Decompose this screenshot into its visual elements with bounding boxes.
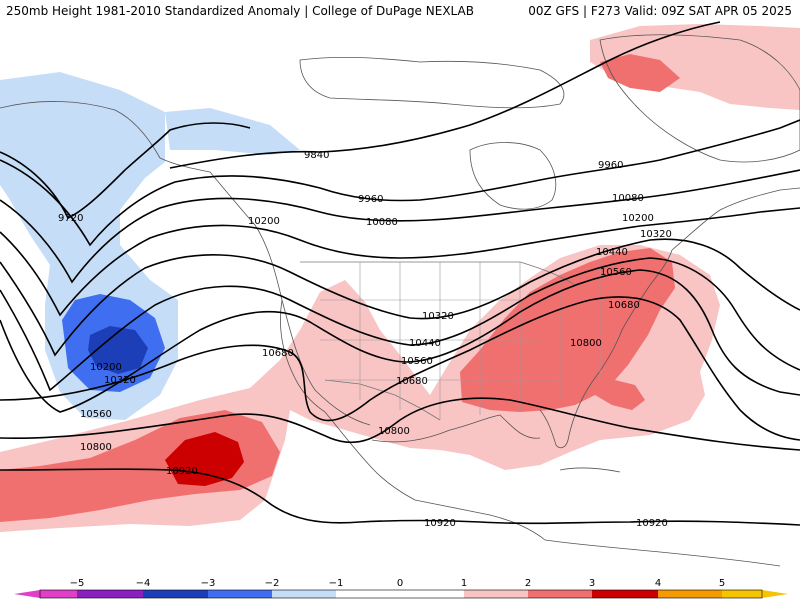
- contour-10800: [0, 397, 800, 451]
- colorbar-tick-pos5: 5: [719, 578, 725, 589]
- contour-9840: [169, 21, 721, 169]
- colorbar-seg-pos3: [592, 590, 658, 598]
- contour-10680: [0, 296, 800, 441]
- contour-label-10800-a: 10800: [570, 338, 602, 349]
- colorbar-tick-neg1: −1: [329, 578, 344, 589]
- hudson-bay: [469, 142, 557, 210]
- contour-label-10680-c: 10680: [262, 348, 294, 359]
- contour-label-10920-a: 10920: [166, 466, 198, 477]
- contour-10320: [0, 238, 800, 357]
- coast-west-us: [280, 299, 326, 413]
- model-run-info: 00Z GFS | F273 Valid: 09Z SAT APR 05 202…: [528, 4, 792, 18]
- contour-10440: [0, 257, 800, 392]
- contour-label-10560-c: 10560: [80, 409, 112, 420]
- map-header: 250mb Height 1981-2010 Standardized Anom…: [0, 0, 800, 22]
- contour-9720: [0, 122, 251, 220]
- contour-10080: [0, 169, 800, 284]
- colorbar-tick-pos4: 4: [655, 578, 661, 589]
- contour-label-10320-b: 10320: [422, 311, 454, 322]
- contour-label-9840: 9840: [304, 150, 329, 161]
- colorbar-seg-pos5: [722, 590, 762, 598]
- contour-label-9720: 9720: [58, 213, 83, 224]
- pos-anomaly-2-east: [460, 248, 675, 412]
- pos-anomaly-3-pacific: [165, 432, 244, 486]
- colorbar-seg-neg3: [143, 590, 208, 598]
- contour-label-10200-b: 10200: [622, 213, 654, 224]
- contour-label-10200-c: 10200: [90, 362, 122, 373]
- colorbar-tick-neg3: −3: [201, 578, 216, 589]
- colorbar-seg-neg5: [40, 590, 77, 598]
- arctic-islands: [299, 56, 565, 109]
- contour-label-9960-b: 9960: [598, 160, 623, 171]
- contour-10560: [0, 269, 800, 413]
- contour-label-10560-b: 10560: [401, 356, 433, 367]
- contour-label-10200-a: 10200: [248, 216, 280, 227]
- contour-label-10440-a: 10440: [596, 247, 628, 258]
- caribbean-cuba: [559, 467, 621, 473]
- colorbar-tick-neg5: −5: [70, 578, 85, 589]
- contour-label-9960-a: 9960: [358, 194, 383, 205]
- contour-9960: [0, 119, 800, 247]
- central-america: [414, 499, 546, 541]
- colorbar-tick-0: 0: [397, 578, 403, 589]
- contour-10920: [0, 468, 800, 526]
- colorbar-tick-pos2: 2: [525, 578, 531, 589]
- colorbar-seg-pos2: [528, 590, 592, 598]
- contour-label-10920-c: 10920: [636, 518, 668, 529]
- colorbar-seg-neg4: [77, 590, 143, 598]
- contour-label-10440-b: 10440: [409, 338, 441, 349]
- contour-label-10320-c: 10320: [104, 375, 136, 386]
- contour-label-10800-b: 10800: [378, 426, 410, 437]
- coast-gulf: [371, 414, 541, 443]
- colorbar-seg-pos1: [464, 590, 528, 598]
- neg-anomaly-3: [88, 326, 148, 374]
- coast-florida: [539, 409, 569, 449]
- coast-canada-east: [671, 187, 800, 251]
- map-title: 250mb Height 1981-2010 Standardized Anom…: [6, 4, 474, 18]
- height-contours: [0, 21, 800, 526]
- colorbar-seg-pos4: [658, 590, 722, 598]
- colorbar-seg-neg1: [272, 590, 336, 598]
- colorbar-left-arrow: [14, 590, 40, 598]
- contour-label-10800-c: 10800: [80, 442, 112, 453]
- colorbar-seg-neg2: [208, 590, 272, 598]
- us-mexico-border: [324, 379, 441, 421]
- south-america: [544, 539, 781, 567]
- colorbar-right-arrow: [762, 590, 788, 598]
- colorbar-outline: [39, 589, 763, 599]
- contour-label-10080-b: 10080: [612, 193, 644, 204]
- neg-anomaly-1b: [165, 108, 300, 155]
- contour-labels: 9840 9720 9960 9960 10080 10080 10200 10…: [58, 150, 672, 529]
- contour-10200: [0, 207, 800, 317]
- colorbar-tick-neg2: −2: [265, 578, 280, 589]
- contour-label-10680-a: 10680: [608, 300, 640, 311]
- pos-anomaly-2-northeast: [600, 54, 680, 92]
- colorbar-seg-zero: [336, 590, 464, 598]
- greenland: [599, 34, 800, 163]
- contour-label-10680-b: 10680: [396, 376, 428, 387]
- contour-label-10080-a: 10080: [366, 217, 398, 228]
- colorbar-tick-pos3: 3: [589, 578, 595, 589]
- colorbar-tick-neg4: −4: [136, 578, 151, 589]
- contour-label-10560-a: 10560: [600, 267, 632, 278]
- colorbar: −5 −4 −3 −2 −1 0 1 2 3 4 5: [0, 577, 800, 600]
- colorbar-tick-pos1: 1: [461, 578, 467, 589]
- coast-mexico-west: [324, 411, 416, 501]
- contour-label-10920-b: 10920: [424, 518, 456, 529]
- contour-label-10320-a: 10320: [640, 229, 672, 240]
- coast-east-us: [567, 249, 673, 441]
